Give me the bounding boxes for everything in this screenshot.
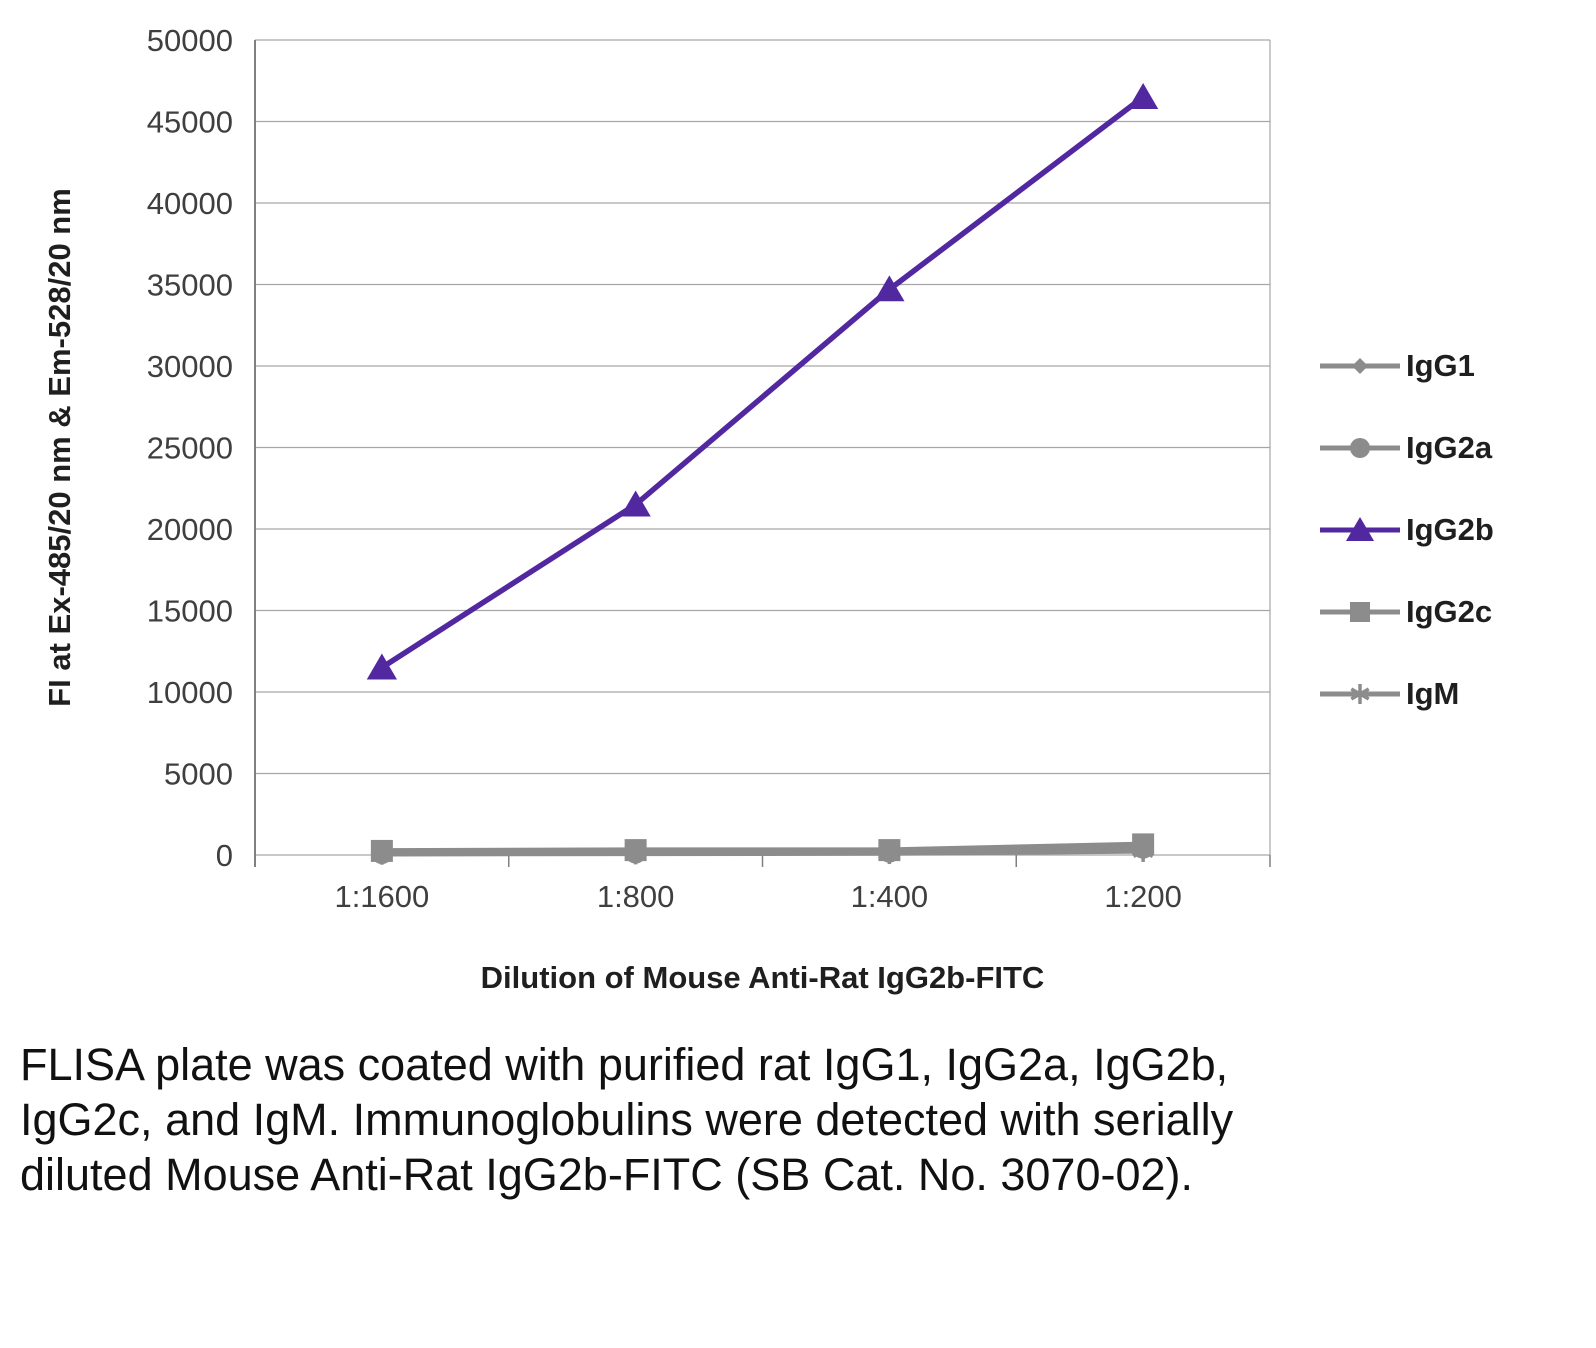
star-marker-icon (1350, 684, 1370, 704)
legend-label: IgG2b (1406, 512, 1494, 547)
legend-key-triangle-icon (1320, 517, 1400, 542)
series-IgM (371, 839, 1154, 865)
y-tick-label: 35000 (147, 268, 233, 303)
figure-caption: FLISA plate was coated with purified rat… (20, 1039, 1234, 1200)
legend-label: IgG2c (1406, 594, 1493, 629)
star-marker-icon (371, 842, 393, 865)
diamond-marker-icon (1352, 358, 1368, 374)
x-tick-label: 1:800 (597, 879, 675, 914)
y-tick-label: 45000 (147, 105, 233, 140)
y-tick-label: 50000 (147, 23, 233, 58)
legend-item-IgM: IgM (1318, 676, 1494, 712)
star-marker-icon (878, 842, 900, 865)
legend-item-IgG2a: IgG2a (1318, 430, 1494, 466)
triangle-marker-icon (874, 275, 905, 302)
legend-label: IgG2a (1406, 430, 1493, 465)
legend-item-IgG2b: IgG2b (1318, 512, 1494, 548)
chart-legend: IgG1 IgG2a IgG2b IgG2c IgM (1318, 348, 1494, 712)
star-marker-icon (625, 842, 647, 865)
y-tick-label: 0 (216, 838, 233, 873)
x-tick-label: 1:1600 (334, 879, 429, 914)
square-marker-icon (1350, 602, 1370, 622)
triangle-marker-icon (1128, 83, 1159, 109)
legend-key-circle-icon (1320, 438, 1400, 458)
y-tick-label: 10000 (147, 675, 233, 710)
series-line (379, 841, 1146, 854)
legend-item-IgG1: IgG1 (1318, 348, 1494, 384)
line-chart: 0 5000 10000 15000 20000 25000 30000 35000 40000… (42, 23, 1271, 995)
legend-key-star-icon (1320, 684, 1400, 704)
x-axis-title: Dilution of Mouse Anti-Rat IgG2b-FITC (481, 960, 1045, 995)
y-tick-label: 5000 (164, 757, 233, 792)
legend-key-diamond-icon (1320, 358, 1400, 374)
legend-label: IgG1 (1406, 348, 1475, 383)
legend-key-square-icon (1320, 602, 1400, 622)
chart-svg: 0 5000 10000 15000 20000 25000 30000 35000 40000… (42, 23, 1271, 995)
y-axis-title: FI at Ex-485/20 nm & Em-528/20 nm (42, 188, 77, 707)
y-tick-label: 20000 (147, 512, 233, 547)
y-tick-label: 30000 (147, 349, 233, 384)
triangle-marker-icon (1345, 517, 1375, 542)
series-IgG2b (366, 83, 1159, 680)
series-line (379, 94, 1146, 671)
y-tick-label: 15000 (147, 594, 233, 629)
series-line (379, 848, 1146, 857)
x-tick-label: 1:200 (1104, 879, 1182, 914)
y-tick-label: 40000 (147, 186, 233, 221)
triangle-marker-icon (366, 653, 397, 680)
x-tick-label: 1:400 (851, 879, 929, 914)
legend-label: IgM (1406, 676, 1460, 711)
legend-item-IgG2c: IgG2c (1318, 594, 1494, 630)
star-marker-icon (1132, 839, 1154, 862)
y-tick-label: 25000 (147, 431, 233, 466)
triangle-marker-icon (620, 490, 651, 517)
circle-marker-icon (1350, 438, 1370, 458)
